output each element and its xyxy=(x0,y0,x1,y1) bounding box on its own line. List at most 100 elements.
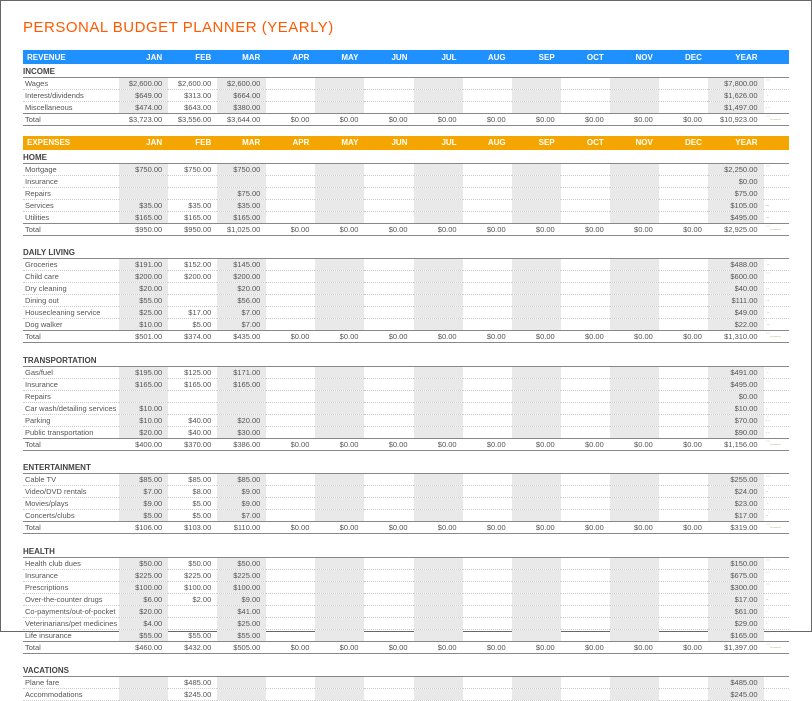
cell-value xyxy=(463,569,512,581)
year-value: $90.00 xyxy=(708,426,764,438)
cell-value xyxy=(315,498,364,510)
cell-value xyxy=(512,319,561,331)
sparkline: ˈ.. xyxy=(764,259,789,271)
cell-value xyxy=(315,677,364,689)
total-value: $0.00 xyxy=(610,223,659,235)
cell-value: $56.00 xyxy=(217,295,266,307)
table-row: Veterinarians/pet medicines$4.00$25.00$2… xyxy=(23,617,789,629)
cell-value xyxy=(512,102,561,114)
cell-value xyxy=(561,402,610,414)
cell-value xyxy=(266,617,315,629)
cell-value xyxy=(315,90,364,102)
cell-value xyxy=(659,390,708,402)
cell-value xyxy=(266,211,315,223)
cell-value: $85.00 xyxy=(217,474,266,486)
cell-value xyxy=(364,378,413,390)
page-title: PERSONAL BUDGET PLANNER (YEARLY) xyxy=(23,19,789,36)
cell-value: $165.00 xyxy=(217,211,266,223)
cell-value xyxy=(512,617,561,629)
section-title-label: VACATIONS xyxy=(23,663,789,677)
cell-value xyxy=(512,677,561,689)
cell-value xyxy=(610,617,659,629)
total-value: $0.00 xyxy=(463,438,512,450)
cell-value xyxy=(266,90,315,102)
row-label: Car wash/detailing services xyxy=(23,402,119,414)
cell-value xyxy=(512,283,561,295)
cell-value xyxy=(266,271,315,283)
cell-value xyxy=(659,211,708,223)
cell-value: $50.00 xyxy=(168,557,217,569)
total-value: $501.00 xyxy=(119,331,168,343)
cell-value xyxy=(266,163,315,175)
cell-value: $35.00 xyxy=(168,199,217,211)
total-value: $0.00 xyxy=(463,223,512,235)
cell-value: $643.00 xyxy=(168,102,217,114)
cell-value: $10.00 xyxy=(119,319,168,331)
total-label: Total xyxy=(23,114,119,126)
table-row: Insurance$225.00$225.00$225.00$675.00ˈˈˈ xyxy=(23,569,789,581)
cell-value xyxy=(659,414,708,426)
cell-value xyxy=(561,426,610,438)
row-label: Dog walker xyxy=(23,319,119,331)
section-title-label: HOME xyxy=(23,150,789,164)
cell-value xyxy=(414,390,463,402)
cell-value xyxy=(266,319,315,331)
cell-value xyxy=(414,307,463,319)
section-title: HOME xyxy=(23,150,789,164)
year-value: $0.00 xyxy=(708,390,764,402)
cell-value: $165.00 xyxy=(119,211,168,223)
table-row: Movies/plays$9.00$5.00$9.00$23.00ˈ.ˈ xyxy=(23,498,789,510)
cell-value xyxy=(610,271,659,283)
cell-value xyxy=(512,211,561,223)
month-header: DEC xyxy=(659,50,708,64)
cell-value xyxy=(414,78,463,90)
total-value: $0.00 xyxy=(512,223,561,235)
cell-value xyxy=(315,187,364,199)
year-value: $255.00 xyxy=(708,474,764,486)
total-row: Total$3,723.00$3,556.00$3,644.00$0.00$0.… xyxy=(23,114,789,126)
total-value: $0.00 xyxy=(414,438,463,450)
cell-value xyxy=(659,486,708,498)
total-value: $0.00 xyxy=(315,223,364,235)
cell-value: $664.00 xyxy=(217,90,266,102)
cell-value: $649.00 xyxy=(119,90,168,102)
header-label: REVENUE xyxy=(23,50,119,64)
budget-table: REVENUEJANFEBMARAPRMAYJUNJULAUGSEPOCTNOV… xyxy=(23,50,789,701)
cell-value xyxy=(561,605,610,617)
cell-value: $165.00 xyxy=(217,378,266,390)
cell-value xyxy=(315,390,364,402)
sparkline: ˈˈˈ xyxy=(764,569,789,581)
month-header: JUL xyxy=(414,136,463,150)
cell-value xyxy=(364,366,413,378)
row-label: Gas/fuel xyxy=(23,366,119,378)
sparkline: ..ˈ xyxy=(764,486,789,498)
cell-value xyxy=(315,283,364,295)
cell-value xyxy=(168,605,217,617)
cell-value xyxy=(463,319,512,331)
cell-value xyxy=(463,677,512,689)
total-value: $0.00 xyxy=(364,522,413,534)
header-label: EXPENSES xyxy=(23,136,119,150)
row-label: Veterinarians/pet medicines xyxy=(23,617,119,629)
cell-value xyxy=(364,283,413,295)
total-value: $460.00 xyxy=(119,641,168,653)
cell-value: $4.00 xyxy=(119,617,168,629)
cell-value xyxy=(463,259,512,271)
cell-value xyxy=(315,295,364,307)
row-label: Insurance xyxy=(23,569,119,581)
sparkline xyxy=(764,175,789,187)
cell-value xyxy=(364,307,413,319)
cell-value xyxy=(561,581,610,593)
cell-value xyxy=(610,593,659,605)
cell-value xyxy=(659,593,708,605)
year-value: $495.00 xyxy=(708,211,764,223)
cell-value: $5.00 xyxy=(168,498,217,510)
cell-value xyxy=(119,390,168,402)
total-value: $0.00 xyxy=(561,114,610,126)
cell-value: $20.00 xyxy=(119,605,168,617)
cell-value xyxy=(512,629,561,641)
row-label: Movies/plays xyxy=(23,498,119,510)
cell-value xyxy=(610,605,659,617)
table-row: Dry cleaning$20.00$20.00$40.00. . xyxy=(23,283,789,295)
sparkline: ..ˈ xyxy=(764,593,789,605)
